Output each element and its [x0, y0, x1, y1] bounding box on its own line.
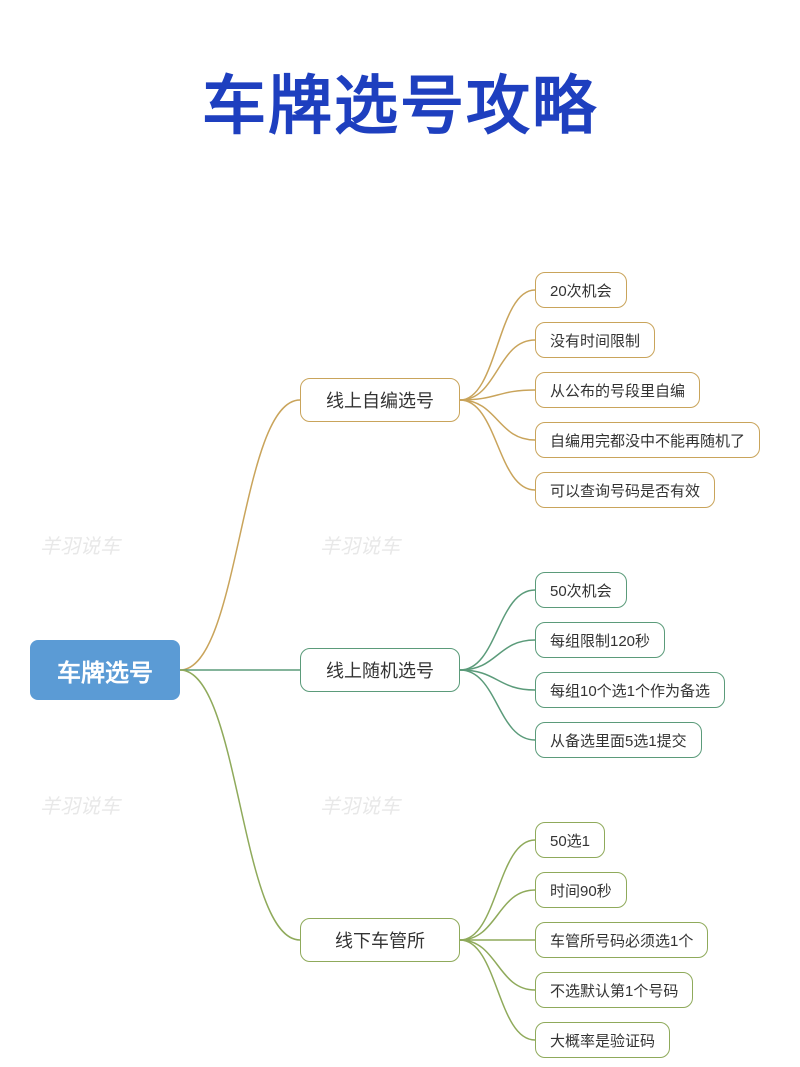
- leaf-node: 50选1: [535, 822, 605, 858]
- diagram-title: 车牌选号攻略: [0, 0, 800, 147]
- leaf-node: 可以查询号码是否有效: [535, 472, 715, 508]
- leaf-node: 每组限制120秒: [535, 622, 665, 658]
- watermark-text: 羊羽说车: [40, 530, 120, 559]
- connector-lines: [0, 0, 800, 1067]
- branch-node: 线下车管所: [300, 918, 460, 962]
- branch-node: 线上随机选号: [300, 648, 460, 692]
- watermark-text: 羊羽说车: [40, 790, 120, 819]
- branch-node: 线上自编选号: [300, 378, 460, 422]
- leaf-node: 不选默认第1个号码: [535, 972, 693, 1008]
- leaf-node: 车管所号码必须选1个: [535, 922, 708, 958]
- root-node: 车牌选号: [30, 640, 180, 700]
- leaf-node: 50次机会: [535, 572, 627, 608]
- leaf-node: 每组10个选1个作为备选: [535, 672, 725, 708]
- leaf-node: 大概率是验证码: [535, 1022, 670, 1058]
- leaf-node: 从备选里面5选1提交: [535, 722, 702, 758]
- watermark-text: 羊羽说车: [320, 530, 400, 559]
- leaf-node: 没有时间限制: [535, 322, 655, 358]
- leaf-node: 20次机会: [535, 272, 627, 308]
- leaf-node: 从公布的号段里自编: [535, 372, 700, 408]
- watermark-text: 羊羽说车: [320, 790, 400, 819]
- leaf-node: 时间90秒: [535, 872, 627, 908]
- leaf-node: 自编用完都没中不能再随机了: [535, 422, 760, 458]
